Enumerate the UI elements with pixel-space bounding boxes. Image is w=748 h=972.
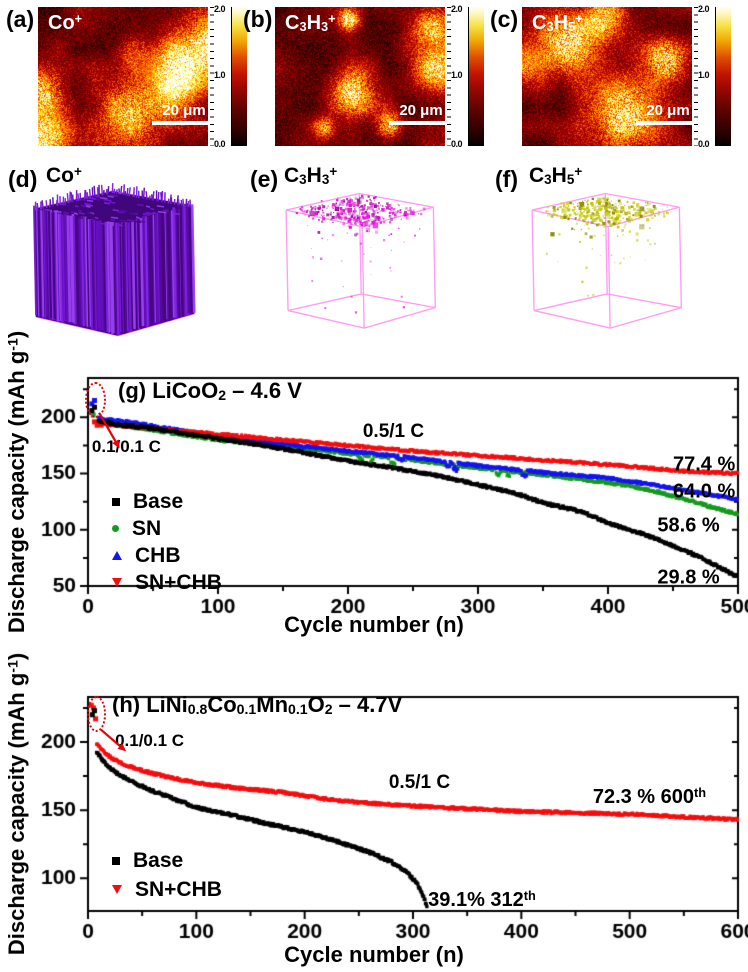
panel-e: (e) C3H3+ — [240, 162, 486, 338]
legend-marker-circle — [112, 525, 119, 532]
legend-label: SN+CHB — [135, 877, 222, 901]
x-axis-title: Cycle number (n) — [284, 942, 464, 967]
legend-item: SN+CHB — [112, 875, 222, 904]
legend-label: SN+CHB — [135, 570, 222, 594]
colorbar-ticks — [447, 7, 451, 146]
chart-canvas — [0, 338, 748, 645]
scale-bar: 20 μm — [389, 102, 453, 125]
legend: Base SN CHB SN+CHB — [112, 488, 222, 596]
colorbar-min: 0.0 — [214, 139, 226, 149]
y-axis-title: Discharge capacity (mAh g-1) — [4, 330, 29, 634]
chart-nmc: (h) LiNi0.8Co0.1Mn0.1O2 – 4.7V Discharge… — [0, 648, 748, 972]
panel-a: (a) Co+ 20 μm 2.0 1.0 0.0 — [0, 0, 248, 162]
x-axis-title: Cycle number (n) — [284, 612, 464, 637]
scale-bar-label: 20 μm — [399, 102, 443, 119]
colorbar-gradient — [715, 7, 731, 146]
colorbar: 2.0 1.0 0.0 — [694, 4, 732, 149]
legend: Base SN+CHB — [112, 846, 222, 904]
legend-marker-square — [112, 497, 120, 506]
scale-bar-line — [636, 121, 700, 125]
colorbar-max: 2.0 — [214, 4, 226, 14]
scale-bar: 20 μm — [152, 102, 216, 125]
panel-label: (c) — [490, 6, 519, 32]
colorbar-min: 0.0 — [698, 139, 710, 149]
scale-bar: 20 μm — [636, 102, 700, 125]
colorbar-mid: 1.0 — [214, 70, 226, 80]
ion-label: C3H3+ — [284, 164, 338, 188]
chart-licoo2: (g) LiCoO2 – 4.6 V Discharge capacity (m… — [0, 331, 748, 645]
scale-bar-line — [152, 121, 216, 125]
panel-label: (a) — [6, 6, 35, 32]
scale-bar-line — [389, 121, 453, 125]
panel-c: (c) C3H5+ 20 μm 2.0 1.0 0.0 — [484, 0, 732, 162]
legend-item: SN+CHB — [112, 569, 222, 596]
legend-item: Base — [112, 488, 222, 515]
colorbar-max: 2.0 — [698, 4, 710, 14]
legend-label: Base — [133, 848, 184, 872]
legend-label: CHB — [135, 543, 181, 567]
legend-item: Base — [112, 846, 222, 875]
ion-label: C3H5+ — [532, 11, 583, 35]
ion-label: Co+ — [46, 164, 82, 187]
cube-3d-c3h3 — [285, 192, 437, 329]
colorbar-gradient — [468, 7, 484, 146]
ion-label: C3H5+ — [529, 164, 583, 188]
cube-3d-c3h5 — [531, 192, 683, 329]
y-axis-title: Discharge capacity (mAh g-1) — [4, 652, 29, 956]
panel-label: (f) — [495, 166, 518, 192]
panel-label: (b) — [243, 6, 273, 32]
legend-item: CHB — [112, 542, 222, 569]
legend-marker-tri-up — [112, 551, 122, 560]
ion-label: C3H3+ — [285, 11, 336, 35]
legend-marker-tri-down — [112, 578, 122, 587]
panel-b: (b) C3H3+ 20 μm 2.0 1.0 0.0 — [237, 0, 485, 162]
colorbar-ticks — [210, 7, 214, 146]
colorbar-gradient — [231, 7, 247, 146]
chart-canvas — [0, 648, 748, 972]
cube-3d-co — [33, 183, 196, 337]
colorbar-ticks — [694, 7, 698, 146]
panel-d: (d) Co+ — [0, 162, 246, 338]
colorbar: 2.0 1.0 0.0 — [210, 4, 248, 149]
colorbar: 2.0 1.0 0.0 — [447, 4, 485, 149]
panel-label: (d) — [8, 166, 38, 192]
scale-bar-label: 20 μm — [646, 102, 690, 119]
chart-title: (h) LiNi0.8Co0.1Mn0.1O2 – 4.7V — [112, 692, 403, 718]
colorbar-mid: 1.0 — [698, 70, 710, 80]
legend-item: SN — [112, 515, 222, 542]
scale-bar-label: 20 μm — [162, 102, 206, 119]
panel-label: (e) — [250, 166, 279, 192]
colorbar-max: 2.0 — [451, 4, 463, 14]
legend-label: SN — [132, 516, 162, 540]
legend-marker-tri-down — [112, 885, 122, 894]
colorbar-min: 0.0 — [451, 139, 463, 149]
panel-f: (f) C3H5+ — [486, 162, 732, 338]
legend-label: Base — [133, 489, 184, 513]
chart-title: (g) LiCoO2 – 4.6 V — [118, 378, 302, 404]
colorbar-mid: 1.0 — [451, 70, 463, 80]
legend-marker-square — [112, 856, 120, 865]
ion-label: Co+ — [48, 11, 83, 34]
